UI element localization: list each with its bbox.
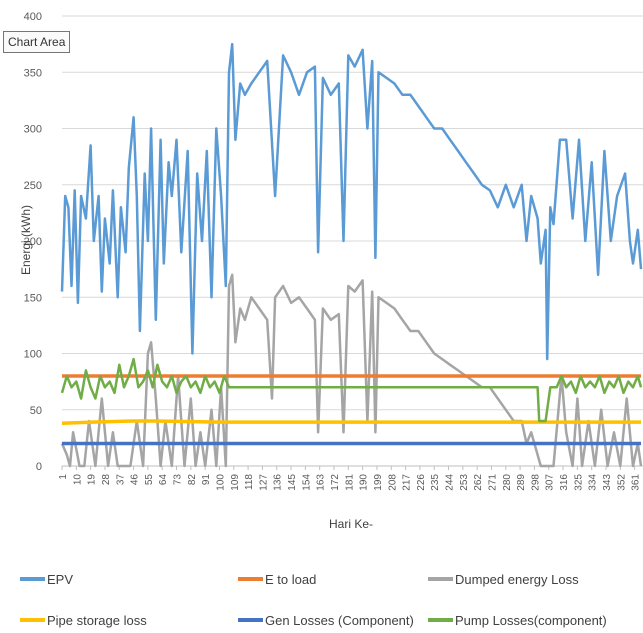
x-tick-label: 199 xyxy=(373,474,384,491)
x-tick-label: 235 xyxy=(430,474,441,491)
x-tick-label: 298 xyxy=(530,474,541,491)
x-tick-label: 28 xyxy=(101,474,112,486)
x-tick-label: 46 xyxy=(130,474,141,486)
x-tick-label: 217 xyxy=(402,474,413,491)
series-line-epv[interactable] xyxy=(60,42,643,361)
legend-label-pump-losses-component: Pump Losses(component) xyxy=(455,613,607,628)
x-tick-label: 208 xyxy=(387,474,398,491)
plot-area[interactable] xyxy=(60,42,643,468)
x-tick-label: 118 xyxy=(244,474,255,490)
x-tick-label: 136 xyxy=(273,474,284,491)
x-tick-label: 334 xyxy=(588,474,599,491)
x-tick-label: 181 xyxy=(344,474,355,491)
x-tick-label: 271 xyxy=(487,474,498,491)
legend-label-gen-losses-component: Gen Losses (Component) xyxy=(265,613,414,628)
x-tick-label: 352 xyxy=(616,474,627,491)
y-tick-label: 50 xyxy=(30,405,42,417)
x-tick-label: 190 xyxy=(359,474,370,491)
x-tick-label: 55 xyxy=(144,474,155,486)
y-tick-label: 200 xyxy=(24,236,42,248)
y-tick-label: 150 xyxy=(24,292,42,304)
x-tick-label: 289 xyxy=(516,474,527,491)
y-axis-ticks: 0 50 100 150 200 250 300 350 400 xyxy=(24,11,42,473)
x-tick-label: 343 xyxy=(602,474,613,491)
series-line-dumped-energy-loss[interactable] xyxy=(60,273,643,468)
x-tick-label: 316 xyxy=(559,474,570,491)
x-tick-label: 19 xyxy=(87,474,98,486)
x-tick-label: 262 xyxy=(473,474,484,491)
x-tick-label: 154 xyxy=(301,474,312,491)
x-tick-label: 307 xyxy=(545,474,556,491)
x-tick-label: 82 xyxy=(187,474,198,486)
x-tick-label: 280 xyxy=(502,474,513,491)
x-tick-label: 73 xyxy=(173,474,184,486)
chart-area-tooltip: Chart Area xyxy=(3,31,71,53)
y-tick-label: 300 xyxy=(24,124,42,136)
x-tick-label: 172 xyxy=(330,474,341,491)
x-tick-label: 244 xyxy=(445,474,456,491)
x-tick-label: 91 xyxy=(201,474,212,486)
x-tick-label: 1 xyxy=(58,474,69,480)
x-tick-label: 253 xyxy=(459,474,470,491)
y-tick-label: 0 xyxy=(36,461,42,473)
x-tick-label: 361 xyxy=(631,474,642,491)
y-axis-title: Energi (kWh) xyxy=(19,205,33,275)
x-tick-label: 325 xyxy=(573,474,584,491)
y-tick-label: 100 xyxy=(24,349,42,361)
x-tick-label: 163 xyxy=(316,474,327,491)
x-tick-label: 64 xyxy=(158,474,169,486)
legend-label-epv: EPV xyxy=(47,572,73,587)
x-tick-label: 145 xyxy=(287,474,298,491)
y-tick-label: 400 xyxy=(24,11,42,23)
x-tick-label: 10 xyxy=(72,474,83,486)
y-tick-label: 250 xyxy=(24,180,42,192)
legend: EPV E to load Dumped energy Loss Pipe stora… xyxy=(20,572,607,628)
x-tick-label: 127 xyxy=(258,474,269,491)
x-tick-label: 226 xyxy=(416,474,427,491)
x-tick-label: 100 xyxy=(215,474,226,491)
x-tick-label: 109 xyxy=(230,474,241,491)
x-axis-ticks: 1 10 19 28 37 46 55 64 73 82 91 100 109 118 127 136 145 1… xyxy=(58,466,642,491)
series-line-pump-losses-component[interactable] xyxy=(60,357,643,423)
legend-label-dumped-energy-loss: Dumped energy Loss xyxy=(455,572,579,587)
x-axis-title: Hari Ke- xyxy=(329,517,373,531)
legend-label-e-to-load: E to load xyxy=(265,572,316,587)
series-line-pipe-storage-loss[interactable] xyxy=(61,419,641,426)
legend-label-pipe-storage-loss: Pipe storage loss xyxy=(47,613,147,628)
y-tick-label: 350 xyxy=(24,67,42,79)
x-tick-label: 37 xyxy=(115,474,126,486)
